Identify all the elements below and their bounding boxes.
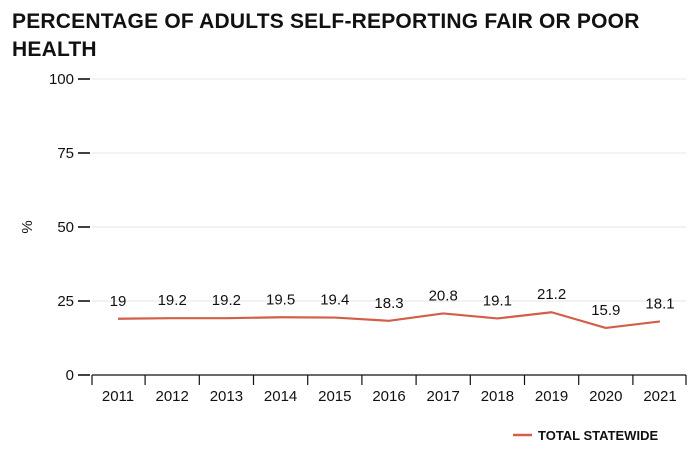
x-tick-label: 2013: [210, 388, 243, 405]
series-line-total-statewide: [117, 311, 661, 330]
y-tick-label: 0: [66, 367, 74, 384]
x-tick-label: 2018: [481, 388, 514, 405]
series-layer: [117, 311, 661, 330]
data-label: 19.5: [266, 291, 295, 308]
data-label: 19.4: [320, 292, 349, 309]
legend-label: TOTAL STATEWIDE: [538, 428, 658, 443]
x-tick-label: 2019: [535, 388, 568, 405]
data-labels: 19 19.2 19.2 19.5 19.4 18.3 20.8 19.1 21.2 15.9 18…: [110, 286, 675, 319]
x-tick-label: 2012: [156, 388, 189, 405]
data-label: 21.2: [537, 286, 566, 303]
y-axis-label: %: [19, 220, 36, 233]
x-tick-label: 2014: [264, 388, 297, 405]
data-label: 18.3: [374, 295, 403, 312]
y-tick-label: 75: [57, 145, 74, 162]
x-tick-label: 2020: [589, 388, 622, 405]
x-tick-label: 2016: [372, 388, 405, 405]
data-label: 18.1: [645, 295, 674, 312]
y-tick-label: 100: [49, 71, 74, 88]
data-label: 19.2: [212, 292, 241, 309]
x-tick-label: 2011: [102, 388, 134, 405]
x-tick-label: 2017: [427, 388, 460, 405]
data-label: 19.1: [483, 292, 512, 309]
legend: TOTAL STATEWIDE: [513, 428, 658, 443]
data-label: 19.2: [158, 292, 187, 309]
axes: 0 25 50 75 100% 2011 2012 2013 2014 2015 2016 2017 2…: [19, 71, 687, 405]
data-label: 15.9: [591, 302, 620, 319]
chart-title: PERCENTAGE OF ADULTS SELF-REPORTING FAIR…: [12, 10, 640, 61]
x-tick-label: 2015: [318, 388, 351, 405]
y-tick-label: 50: [57, 219, 74, 236]
data-label: 19: [110, 293, 127, 310]
data-label: 20.8: [429, 287, 458, 304]
x-tick-label: 2021: [643, 388, 676, 405]
gridlines: [92, 78, 686, 302]
y-tick-label: 25: [57, 293, 74, 310]
